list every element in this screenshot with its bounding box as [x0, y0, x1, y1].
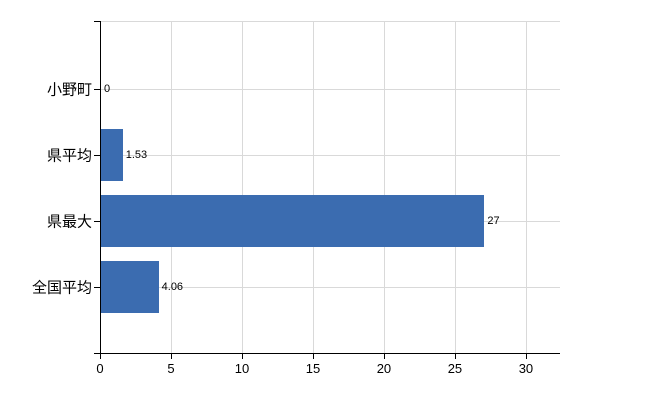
x-tick-label-5: 5 [167, 361, 175, 376]
bar-県平均 [101, 129, 123, 181]
x-tick-30 [525, 354, 527, 359]
x-tick-label-25: 25 [447, 361, 463, 376]
x-tick-5 [170, 354, 172, 359]
value-label-小野町: 0 [104, 83, 111, 95]
x-tick-15 [312, 354, 314, 359]
y-tick-小野町 [94, 89, 100, 90]
x-tick-0 [100, 354, 101, 359]
value-label-県平均: 1.53 [125, 149, 148, 161]
x-gridline-10 [241, 21, 243, 353]
y-axis-line [100, 21, 101, 354]
value-label-全国平均: 4.06 [161, 281, 184, 293]
x-gridline-20 [383, 21, 385, 353]
x-axis-line [94, 353, 560, 354]
x-tick-label-20: 20 [376, 361, 392, 376]
x-tick-label-10: 10 [234, 361, 250, 376]
x-gridline-5 [170, 21, 172, 353]
x-tick-20 [383, 354, 385, 359]
y-tick-県最大 [94, 221, 100, 222]
x-tick-10 [241, 354, 243, 359]
category-label-全国平均: 全国平均 [31, 279, 92, 297]
value-label-県最大: 27 [487, 215, 500, 227]
category-label-小野町: 小野町 [46, 81, 92, 99]
x-gridline-30 [525, 21, 527, 353]
y-tick-全国平均 [94, 287, 100, 288]
plot-top-gridline [100, 21, 560, 22]
category-gridline [100, 89, 560, 90]
category-label-県平均: 県平均 [46, 147, 92, 165]
x-tick-label-30: 30 [518, 361, 534, 376]
x-tick-label-0: 0 [96, 361, 104, 376]
x-gridline-25 [454, 21, 456, 353]
y-axis-top-tick [94, 21, 100, 22]
category-gridline [100, 287, 560, 288]
x-tick-25 [454, 354, 456, 359]
bar-全国平均 [101, 261, 159, 313]
category-gridline [100, 155, 560, 156]
category-label-県最大: 県最大 [46, 213, 92, 231]
x-gridline-15 [312, 21, 314, 353]
x-tick-label-15: 15 [305, 361, 321, 376]
y-tick-県平均 [94, 155, 100, 156]
bar-県最大 [101, 195, 485, 247]
